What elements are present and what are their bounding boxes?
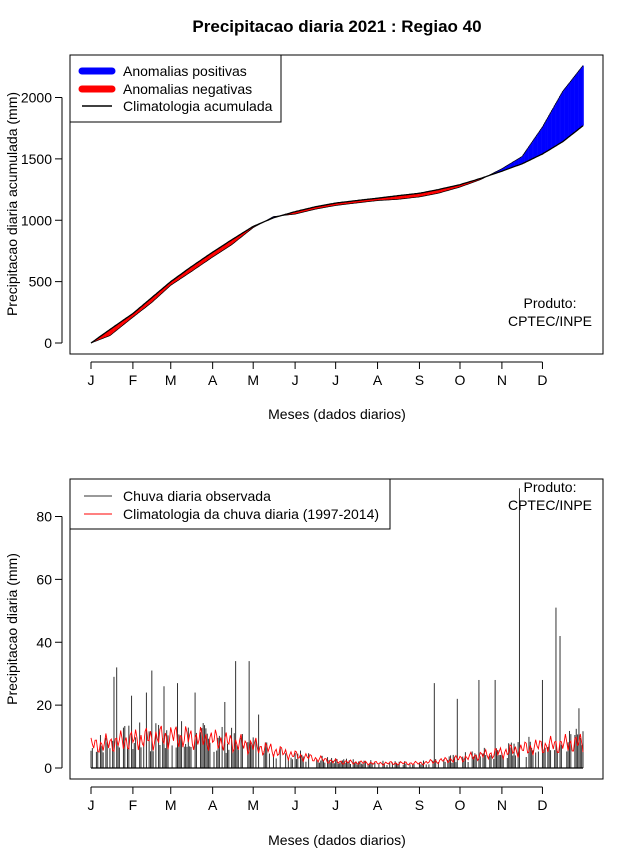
x2-tick-label: J [292, 797, 299, 813]
x-tick-label: D [537, 372, 547, 388]
y2-tick-label: 0 [44, 760, 52, 776]
y-tick-label: 2000 [21, 90, 52, 106]
legend-positive-label: Anomalias positivas [123, 63, 247, 79]
daily-legend-box [69, 478, 391, 530]
x2-tick-label: F [129, 797, 138, 813]
cumulative-areas [90, 65, 584, 344]
cumulative-x-label: Meses (dados diarios) [268, 406, 406, 422]
y2-tick-label: 20 [36, 697, 52, 713]
y2-tick-label: 80 [36, 509, 52, 525]
x-tick-label: F [129, 372, 138, 388]
x-tick-label: J [88, 372, 95, 388]
legend-negative-label: Anomalias negativas [123, 81, 252, 97]
daily-axes: 0 20 40 60 80 J F M A M J J A S O N D [36, 509, 547, 814]
y-tick-label: 1500 [21, 151, 52, 167]
x-tick-label: J [332, 372, 339, 388]
observed-cumulative-line [90, 65, 584, 344]
x2-tick-label: O [455, 797, 466, 813]
daily-legend: Chuva diaria observada Climatologia da c… [69, 478, 391, 530]
daily-x-label: Meses (dados diarios) [268, 832, 406, 848]
daily-panel: 0 20 40 60 80 J F M A M J J A S O N D Chuva diaria obser… [4, 478, 604, 848]
daily-climatology-line [90, 725, 584, 766]
x2-tick-label: J [332, 797, 339, 813]
x2-tick-label: J [88, 797, 95, 813]
credit-line1: Produto: [524, 295, 577, 311]
credit-line2: CPTEC/INPE [508, 313, 592, 329]
legend-climatology-label: Climatologia acumulada [123, 98, 273, 114]
x2-tick-label: A [208, 797, 218, 813]
y2-tick-label: 60 [36, 571, 52, 587]
daily-bars [90, 488, 584, 769]
x-tick-label: O [455, 372, 466, 388]
climatology-cumulative-line [90, 125, 584, 344]
x2-tick-label: D [537, 797, 547, 813]
cumulative-plot-frame [69, 54, 604, 355]
cumulative-y-label: Precipitacao diaria acumulada (mm) [4, 92, 20, 316]
chart-title: Precipitacao diaria 2021 : Regiao 40 [192, 17, 481, 36]
x2-tick-label: S [415, 797, 424, 813]
cumulative-legend: Anomalias positivas Anomalias negativas … [69, 54, 282, 123]
x-tick-label: A [208, 372, 218, 388]
x-tick-label: J [292, 372, 299, 388]
x2-tick-label: M [247, 797, 259, 813]
y-tick-label: 0 [44, 335, 52, 351]
daily-y-label: Precipitacao diaria (mm) [4, 553, 20, 705]
x2-tick-label: A [373, 797, 383, 813]
x2-tick-label: M [165, 797, 177, 813]
credit2-line1: Produto: [524, 479, 577, 495]
y-tick-label: 1000 [21, 212, 52, 228]
legend-climatology-daily-label: Climatologia da chuva diaria (1997-2014) [123, 506, 379, 522]
cumulative-panel: 0 500 1000 1500 2000 J F M A M J J A S O N D Anomalias p… [4, 54, 604, 422]
x-tick-label: M [247, 372, 259, 388]
y2-tick-label: 40 [36, 634, 52, 650]
x-tick-label: N [497, 372, 507, 388]
credit2-line2: CPTEC/INPE [508, 497, 592, 513]
x-tick-label: A [373, 372, 383, 388]
cumulative-axes: 0 500 1000 1500 2000 J F M A M J J A S O N D [21, 90, 548, 389]
y-tick-label: 500 [29, 274, 53, 290]
x-tick-label: M [165, 372, 177, 388]
x-tick-label: S [415, 372, 424, 388]
legend-observed-label: Chuva diaria observada [123, 488, 271, 504]
x2-tick-label: N [497, 797, 507, 813]
